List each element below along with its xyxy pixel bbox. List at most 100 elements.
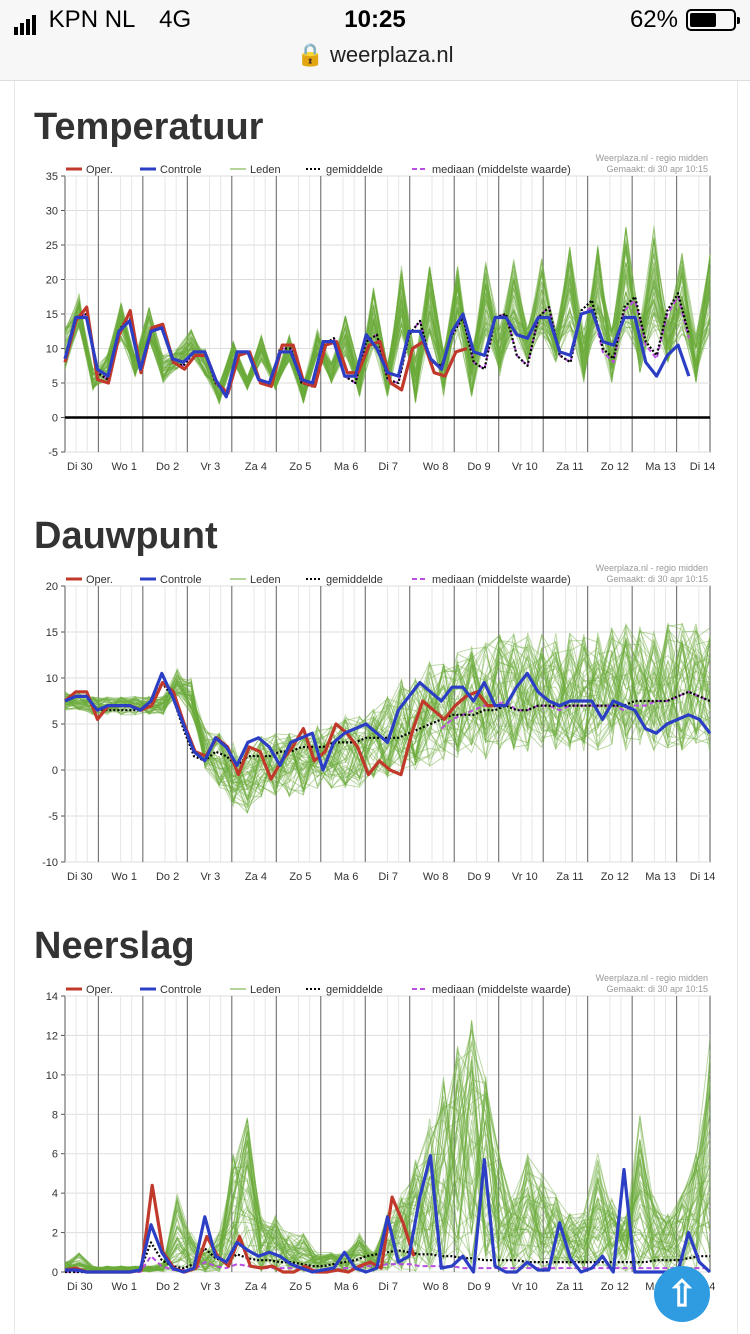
ensemble-member-line — [64, 626, 711, 787]
y-tick-label: 35 — [46, 171, 58, 183]
ensemble-member-line — [64, 639, 711, 797]
ensemble-member-line — [64, 228, 711, 404]
x-tick-label: Za 4 — [245, 871, 267, 882]
x-tick-label: Wo 1 — [111, 1281, 136, 1292]
x-tick-label: Di 7 — [378, 1281, 398, 1292]
arrow-up-icon: ⇧ — [666, 1273, 698, 1314]
ensemble-member-line — [64, 226, 711, 400]
chart-title-temperatuur: Temperatuur — [34, 106, 264, 148]
x-tick-label: Wo 8 — [423, 871, 448, 882]
y-tick-label: -5 — [48, 811, 58, 823]
x-tick-label: Ma 6 — [334, 461, 358, 472]
x-tick-label: Wo 1 — [111, 871, 136, 882]
y-tick-label: 0 — [52, 1267, 58, 1279]
status-bar: KPN NL 4G 10:25 62% 🔒 weerplaza.nl — [0, 0, 750, 81]
y-tick-label: 15 — [46, 309, 58, 321]
x-tick-label: Zo 12 — [601, 871, 629, 882]
x-tick-label: Wo 1 — [111, 461, 136, 472]
y-tick-label: 25 — [46, 240, 58, 252]
battery-info: 62% — [630, 6, 740, 34]
ensemble-member-line — [64, 1069, 711, 1273]
legend-leden: Leden — [250, 164, 281, 176]
x-tick-label: Wo 8 — [423, 1281, 448, 1292]
legend-mediaan: mediaan (middelste waarde) — [432, 164, 571, 176]
ensemble-member-line — [64, 1079, 711, 1272]
x-tick-label: Wo 8 — [423, 461, 448, 472]
ensemble-member-line — [64, 627, 711, 802]
ensemble-member-line — [64, 1085, 711, 1273]
x-tick-label: Za 11 — [556, 871, 583, 882]
x-tick-label: Ma 6 — [334, 871, 358, 882]
legend-leden: Leden — [250, 574, 281, 586]
ensemble-member-line — [64, 643, 711, 815]
legend-oper: Oper. — [86, 164, 113, 176]
temperature-chart: Oper. Controle Leden gemiddelde mediaan (mid… — [46, 153, 716, 472]
signal-icon — [14, 7, 38, 35]
x-tick-label: Vr 10 — [512, 871, 538, 882]
clock: 10:25 — [344, 6, 406, 33]
dewpoint-chart: Oper. Controle Leden gemiddelde mediaan (mid… — [42, 563, 716, 882]
x-tick-label: Vr 10 — [512, 1281, 538, 1292]
x-tick-label: Di 30 — [67, 871, 93, 882]
lock-icon: 🔒 — [296, 42, 324, 67]
ensemble-member-line — [64, 253, 711, 399]
x-tick-label: Vr 3 — [200, 461, 220, 472]
x-tick-label: Zo 12 — [601, 1281, 629, 1292]
scroll-to-top-button[interactable]: ⇧ — [654, 1266, 710, 1322]
series-line-controle — [65, 1154, 712, 1274]
x-tick-label: Do 2 — [156, 1281, 179, 1292]
legend-mediaan: mediaan (middelste waarde) — [432, 574, 571, 586]
legend-leden: Leden — [250, 984, 281, 996]
y-tick-label: 5 — [52, 719, 58, 731]
y-tick-label: 8 — [52, 1109, 58, 1121]
x-tick-label: Za 4 — [245, 1281, 267, 1292]
address-bar[interactable]: 🔒 weerplaza.nl — [0, 42, 750, 68]
ensemble-member-line — [64, 635, 711, 786]
ensemble-member-line — [64, 622, 711, 806]
carrier-name: KPN NL — [48, 6, 135, 33]
legend-gemiddelde: gemiddelde — [326, 984, 383, 996]
y-tick-label: 10 — [46, 344, 58, 356]
y-tick-label: 0 — [52, 413, 58, 425]
y-tick-label: 14 — [46, 991, 58, 1003]
credit-source: Weerplaza.nl - regio midden — [596, 563, 708, 573]
ensemble-member-line — [64, 1065, 711, 1273]
ensemble-member-line — [64, 1128, 711, 1273]
x-tick-label: Di 14 — [690, 871, 716, 882]
credit-date: Gemaakt: di 30 apr 10:15 — [606, 574, 708, 584]
y-tick-label: 0 — [52, 765, 58, 777]
ensemble-member-line — [64, 1019, 711, 1273]
legend-gemiddelde: gemiddelde — [326, 164, 383, 176]
y-tick-label: 15 — [46, 627, 58, 639]
ensemble-member-line — [64, 244, 711, 395]
ensemble-member-line — [64, 1078, 711, 1272]
ensemble-member-line — [64, 1116, 711, 1272]
legend-gemiddelde: gemiddelde — [326, 574, 383, 586]
legend-mediaan: mediaan (middelste waarde) — [432, 984, 571, 996]
y-tick-label: 4 — [52, 1188, 58, 1200]
ensemble-member-line — [64, 625, 711, 790]
ensemble-member-line — [64, 652, 711, 788]
network-type: 4G — [159, 6, 192, 33]
x-tick-label: Ma 13 — [645, 871, 676, 882]
ensemble-member-line — [64, 1107, 711, 1273]
ensemble-member-line — [64, 635, 711, 788]
y-tick-label: 5 — [52, 378, 58, 390]
ensemble-member-line — [64, 229, 711, 405]
battery-icon — [686, 9, 740, 31]
carrier-info: KPN NL 4G — [14, 6, 191, 35]
ensemble-member-line — [64, 1047, 711, 1272]
ensemble-member-line — [64, 1124, 711, 1273]
series-line-gemiddelde — [65, 1241, 710, 1274]
x-tick-label: Vr 10 — [512, 461, 538, 472]
y-tick-label: 30 — [46, 206, 58, 218]
ensemble-member-line — [64, 244, 711, 405]
credit-date: Gemaakt: di 30 apr 10:15 — [606, 984, 708, 994]
y-tick-label: 20 — [46, 275, 58, 287]
ensemble-member-line — [64, 1045, 711, 1273]
credit-date: Gemaakt: di 30 apr 10:15 — [606, 164, 708, 174]
x-tick-label: Za 11 — [556, 461, 583, 472]
y-tick-label: -10 — [42, 857, 58, 869]
legend-controle: Controle — [160, 164, 202, 176]
chart-title-dauwpunt: Dauwpunt — [34, 515, 218, 557]
